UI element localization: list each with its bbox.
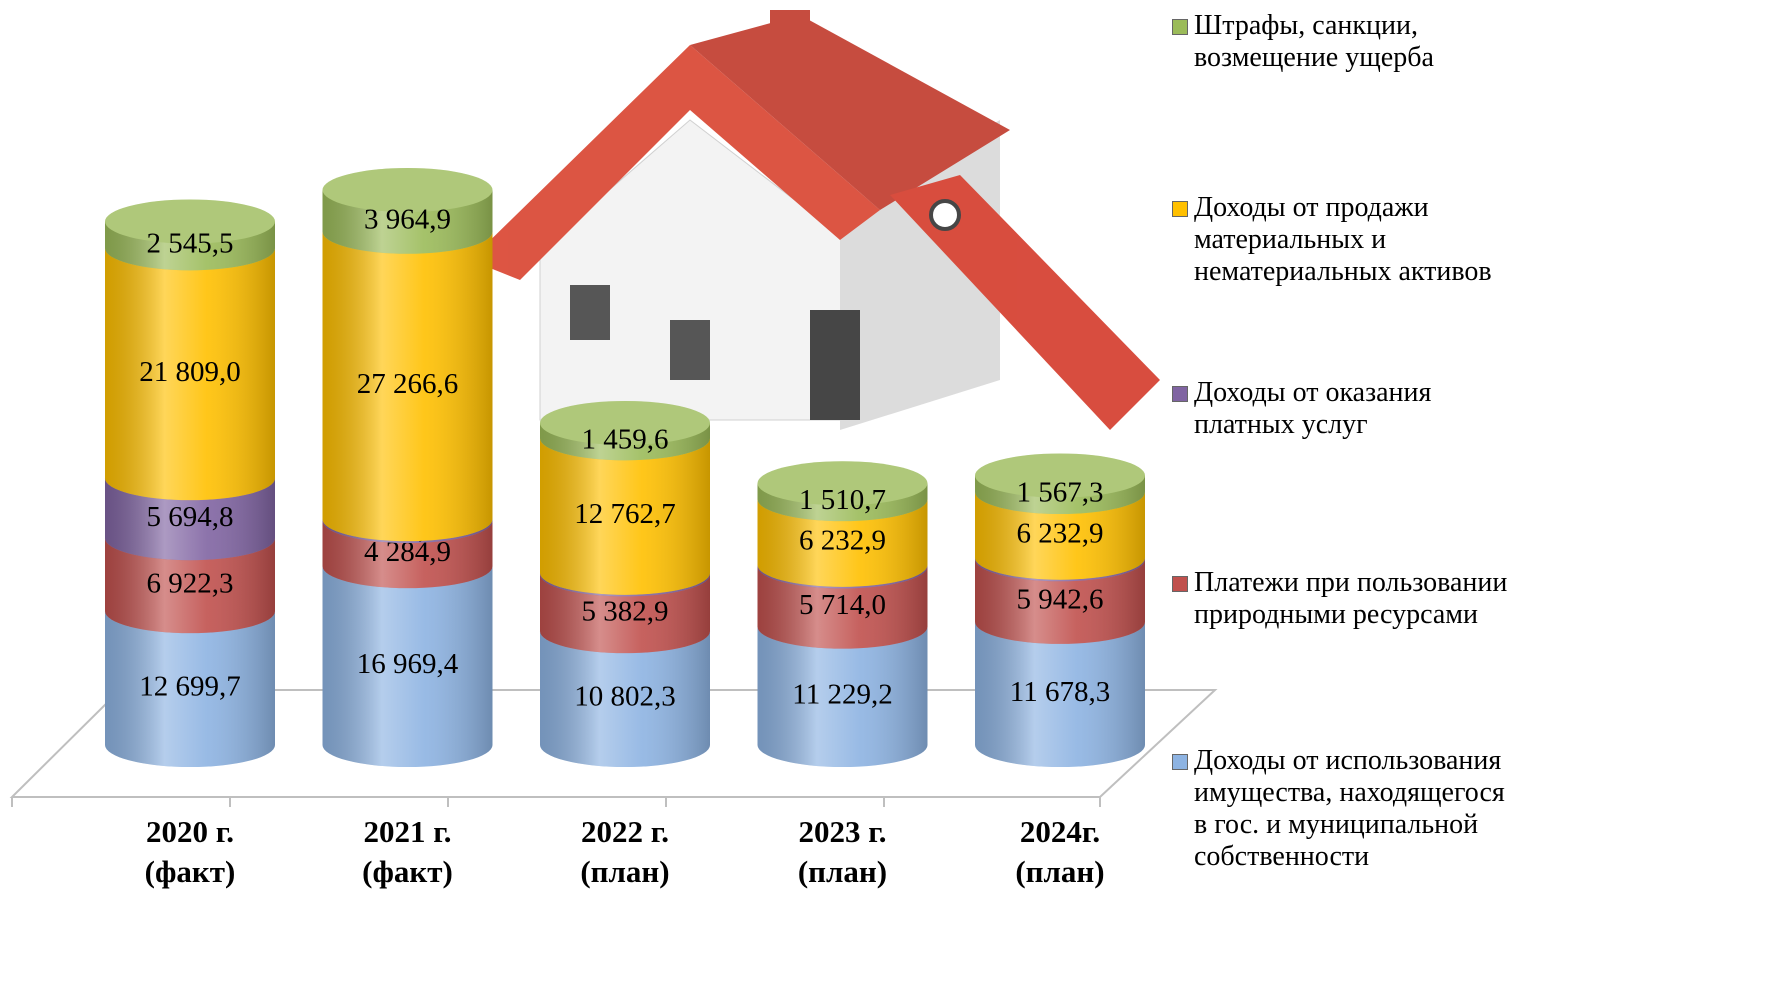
- legend-label: Доходы от оказания платных услуг: [1194, 377, 1431, 440]
- value-label: 12 699,7: [139, 671, 241, 703]
- value-label: 10 802,3: [574, 681, 676, 713]
- value-label: 1 567,3: [1017, 476, 1104, 508]
- x-tick-label: 2020 г. (факт): [80, 812, 300, 892]
- x-tick-label: 2021 г. (факт): [298, 812, 518, 892]
- value-label: 1 510,7: [799, 484, 886, 516]
- value-label: 12 762,7: [574, 498, 676, 530]
- value-label: 6 922,3: [147, 567, 234, 599]
- legend-entry: Платежи при пользовании природными ресур…: [1172, 567, 1507, 631]
- value-label: 11 678,3: [1010, 676, 1110, 708]
- house-illustration: [470, 10, 1160, 430]
- value-label: 5 714,0: [799, 589, 886, 621]
- legend-entry: Доходы от оказания платных услуг: [1172, 377, 1431, 441]
- value-label: 2 545,5: [147, 228, 234, 260]
- legend-label: Штрафы, санкции, возмещение ущерба: [1194, 10, 1434, 73]
- value-label: 21 809,0: [139, 356, 241, 388]
- legend-marker: [1172, 19, 1188, 35]
- legend-label: Платежи при пользовании природными ресур…: [1194, 567, 1507, 630]
- value-label: 27 266,6: [357, 368, 459, 400]
- legend-marker: [1172, 201, 1188, 217]
- value-label: 5 694,8: [147, 501, 234, 533]
- legend-label: Доходы от использования имущества, наход…: [1194, 745, 1505, 872]
- legend-entry: Доходы от использования имущества, наход…: [1172, 745, 1505, 873]
- value-label: 1 459,6: [582, 423, 669, 455]
- value-label: 6 232,9: [799, 525, 886, 557]
- value-label: 6 232,9: [1017, 518, 1104, 550]
- legend-entry: Доходы от продажи материальных и нематер…: [1172, 192, 1492, 288]
- legend-marker: [1172, 576, 1188, 592]
- legend-entry: Штрафы, санкции, возмещение ущерба: [1172, 10, 1434, 74]
- x-tick-label: 2023 г. (план): [733, 812, 953, 892]
- x-tick-label: 2024г. (план): [950, 812, 1170, 892]
- value-label: 5 382,9: [582, 595, 669, 627]
- value-label: 16 969,4: [357, 648, 459, 680]
- legend-marker: [1172, 754, 1188, 770]
- value-label: 3 964,9: [364, 204, 451, 236]
- page: 12 699,7 6 922,3 5 694,8 21 809,0 2 545,5 16 …: [0, 0, 1768, 1008]
- legend-label: Доходы от продажи материальных и нематер…: [1194, 192, 1492, 287]
- legend-marker: [1172, 386, 1188, 402]
- value-label: 5 942,6: [1017, 583, 1104, 615]
- value-label: 11 229,2: [792, 678, 892, 710]
- x-tick-label: 2022 г. (план): [515, 812, 735, 892]
